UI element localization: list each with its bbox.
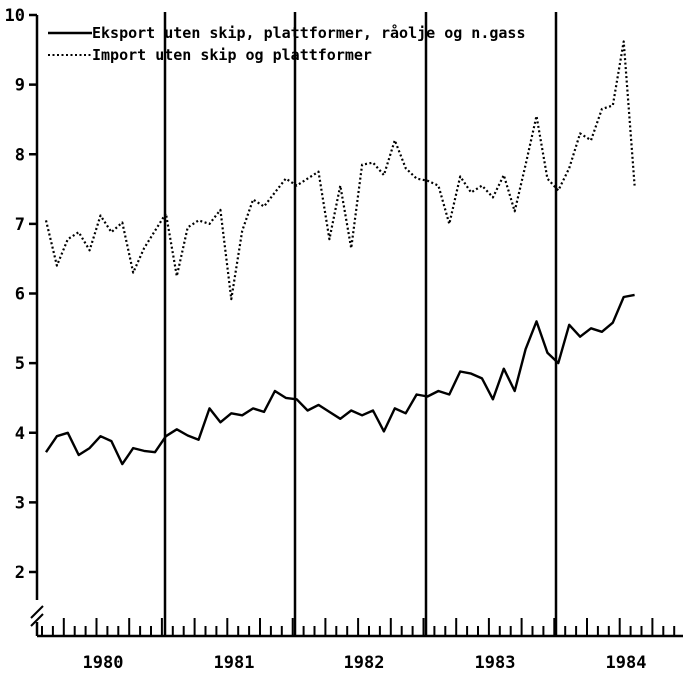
y-tick-label: 10 bbox=[5, 6, 25, 26]
series-lines bbox=[44, 40, 636, 466]
x-tick-label: 1980 bbox=[83, 653, 124, 673]
y-tick-label: 7 bbox=[15, 215, 25, 235]
x-axis-ticks: 1980 1981 1982 1983 1984 bbox=[41, 618, 676, 673]
series-line-export bbox=[45, 293, 635, 466]
axes bbox=[30, 15, 683, 638]
x-tick-label: 1981 bbox=[214, 653, 255, 673]
axis-break-mark bbox=[30, 613, 44, 627]
y-tick-label: 6 bbox=[15, 285, 25, 305]
series-line-import bbox=[44, 40, 636, 301]
legend-label: Eksport uten skip, plattformer, råolje o… bbox=[92, 24, 525, 42]
y-tick-label: 2 bbox=[15, 563, 25, 583]
y-tick-label: 9 bbox=[15, 76, 25, 96]
y-tick-label: 4 bbox=[15, 424, 25, 444]
axis-break-mark bbox=[30, 605, 44, 619]
y-tick-label: 8 bbox=[15, 145, 25, 165]
x-tick-label: 1983 bbox=[475, 653, 516, 673]
legend-label: Import uten skip og plattformer bbox=[92, 46, 372, 64]
y-tick-label: 3 bbox=[15, 493, 25, 513]
x-tick-label: 1982 bbox=[344, 653, 385, 673]
x-tick-label: 1984 bbox=[606, 653, 647, 673]
legend: Eksport uten skip, plattformer, råolje o… bbox=[48, 24, 525, 64]
y-axis-ticks: 2 3 4 5 6 7 8 9 10 bbox=[5, 6, 37, 583]
year-separator-lines bbox=[163, 12, 558, 636]
y-tick-label: 5 bbox=[15, 354, 25, 374]
